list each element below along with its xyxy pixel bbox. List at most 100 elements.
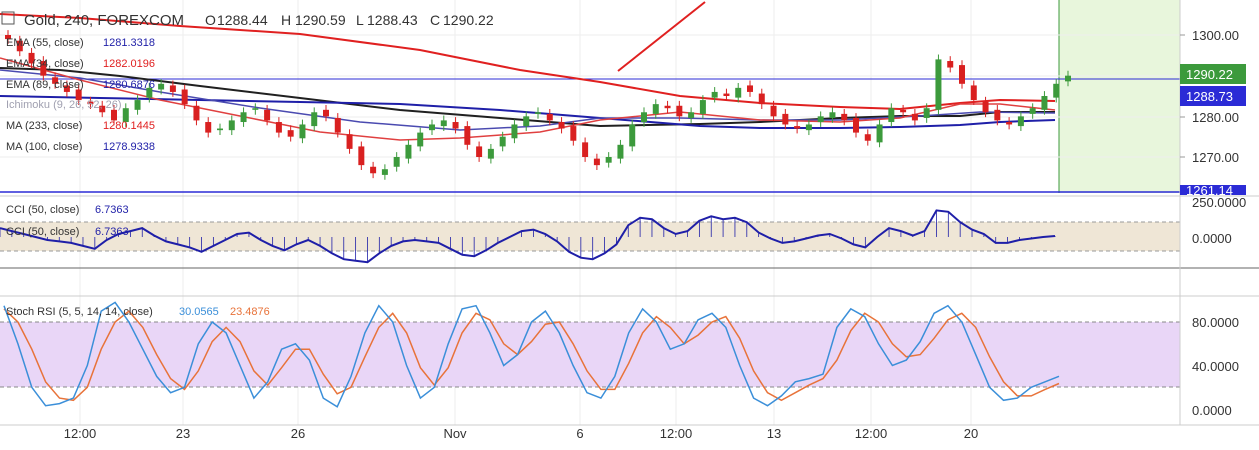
candle-body[interactable] — [228, 120, 235, 131]
candle-body[interactable] — [605, 157, 612, 163]
legend-ichimoku-label[interactable]: Ichimoku (9, 26, 52, 26) — [6, 99, 122, 111]
candle-body[interactable] — [994, 109, 1001, 121]
candle-body[interactable] — [63, 85, 70, 92]
candle-body[interactable] — [358, 146, 365, 166]
candle-body[interactable] — [181, 89, 188, 105]
candle-body[interactable] — [523, 116, 530, 127]
candle-body[interactable] — [911, 113, 918, 121]
candle-body[interactable] — [982, 101, 989, 113]
candle-body[interactable] — [641, 112, 647, 123]
candle-body[interactable] — [1006, 122, 1013, 125]
candle-body[interactable] — [87, 101, 94, 105]
candle-body[interactable] — [923, 108, 930, 118]
legend-ema55-label[interactable]: EMA (55, close) — [6, 37, 84, 49]
cci-legend-label-2[interactable]: CCI (50, close) — [6, 226, 79, 238]
legend-ema89-label[interactable]: EMA (89, close) — [6, 79, 84, 91]
candle-body[interactable] — [511, 124, 518, 139]
candle-body[interactable] — [417, 132, 424, 147]
candle-body[interactable] — [464, 126, 471, 145]
candle-body[interactable] — [487, 148, 494, 159]
candle-body[interactable] — [947, 61, 954, 68]
candle-body[interactable] — [452, 122, 459, 129]
candle-body[interactable] — [688, 112, 695, 118]
candle-body[interactable] — [629, 124, 636, 147]
candle-body[interactable] — [1017, 116, 1024, 127]
candle-body[interactable] — [1029, 108, 1036, 114]
candle-body[interactable] — [782, 113, 789, 125]
candle-body[interactable] — [381, 169, 388, 175]
candle-body[interactable] — [652, 104, 659, 114]
candle-body[interactable] — [440, 120, 447, 127]
legend-ma100-label[interactable]: MA (100, close) — [6, 141, 82, 153]
candle-body[interactable] — [405, 144, 412, 159]
candle-body[interactable] — [758, 93, 765, 105]
candle-body[interactable] — [476, 146, 483, 157]
candle-body[interactable] — [853, 117, 859, 133]
candle-body[interactable] — [888, 108, 895, 123]
candle-body[interactable] — [1041, 96, 1048, 110]
candle-body[interactable] — [393, 157, 400, 167]
candle-body[interactable] — [252, 108, 259, 110]
price-pane[interactable] — [0, 0, 1180, 193]
legend-ema34-label[interactable]: EMA (34, close) — [6, 58, 84, 70]
candle-body[interactable] — [40, 61, 47, 76]
candle-body[interactable] — [1065, 75, 1071, 82]
candle-body[interactable] — [617, 144, 624, 159]
candle-body[interactable] — [287, 130, 294, 137]
candle-body[interactable] — [970, 85, 977, 101]
candle-body[interactable] — [158, 83, 165, 90]
cci-legend-label-1[interactable]: CCI (50, close) — [6, 204, 79, 216]
candle-body[interactable] — [5, 35, 11, 40]
candle-body[interactable] — [429, 124, 435, 131]
candle-body[interactable] — [959, 65, 965, 84]
candle-body[interactable] — [817, 116, 824, 123]
candle-body[interactable] — [169, 85, 176, 92]
candle-body[interactable] — [28, 52, 35, 64]
cci-axis[interactable]: 250.0000 0.0000 — [1192, 195, 1246, 246]
stoch-axis[interactable]: 80.0000 40.0000 0.0000 — [1192, 315, 1239, 418]
candle-body[interactable] — [16, 40, 23, 52]
candle-body[interactable] — [735, 87, 742, 98]
stoch-legend-label[interactable]: Stoch RSI (5, 5, 14, 14, close) — [6, 306, 153, 318]
candle-body[interactable] — [582, 142, 589, 157]
candle-body[interactable] — [311, 112, 318, 127]
candle-body[interactable] — [75, 89, 82, 101]
candle-body[interactable] — [558, 122, 565, 129]
candle-body[interactable] — [217, 128, 223, 131]
candle-body[interactable] — [499, 136, 506, 147]
time-axis[interactable]: 12:00 23 26 Nov 6 12:00 13 12:00 20 — [64, 426, 979, 441]
candle-body[interactable] — [205, 122, 212, 133]
candle-body[interactable] — [829, 112, 836, 118]
candle-body[interactable] — [299, 124, 306, 139]
price-axis[interactable]: 1300.00 1280.00 1270.00 — [1180, 28, 1239, 165]
candle-body[interactable] — [805, 124, 812, 131]
candle-body[interactable] — [122, 108, 129, 123]
candle-body[interactable] — [1053, 83, 1060, 98]
candle-body[interactable] — [935, 59, 942, 110]
legend-ma233-label[interactable]: MA (233, close) — [6, 120, 82, 132]
candle-body[interactable] — [841, 113, 848, 121]
candle-body[interactable] — [546, 113, 553, 121]
candle-body[interactable] — [723, 93, 730, 96]
candle-body[interactable] — [99, 105, 106, 113]
trend-line-drawing[interactable] — [617, 1, 706, 72]
candle-body[interactable] — [193, 105, 200, 121]
candle-body[interactable] — [711, 91, 718, 98]
candle-body[interactable] — [370, 166, 377, 174]
candle-body[interactable] — [52, 77, 59, 84]
candle-body[interactable] — [146, 87, 153, 98]
candle-body[interactable] — [900, 109, 907, 113]
candle-body[interactable] — [264, 109, 271, 121]
candle-body[interactable] — [664, 105, 671, 109]
candle-body[interactable] — [794, 126, 801, 129]
candle-body[interactable] — [570, 126, 577, 141]
candle-body[interactable] — [275, 122, 282, 133]
candle-body[interactable] — [240, 112, 247, 123]
candle-body[interactable] — [346, 134, 353, 149]
candle-body[interactable] — [111, 109, 117, 121]
candle-body[interactable] — [535, 112, 541, 114]
candle-body[interactable] — [334, 117, 341, 133]
candle-body[interactable] — [593, 158, 600, 166]
candle-body[interactable] — [864, 134, 871, 141]
